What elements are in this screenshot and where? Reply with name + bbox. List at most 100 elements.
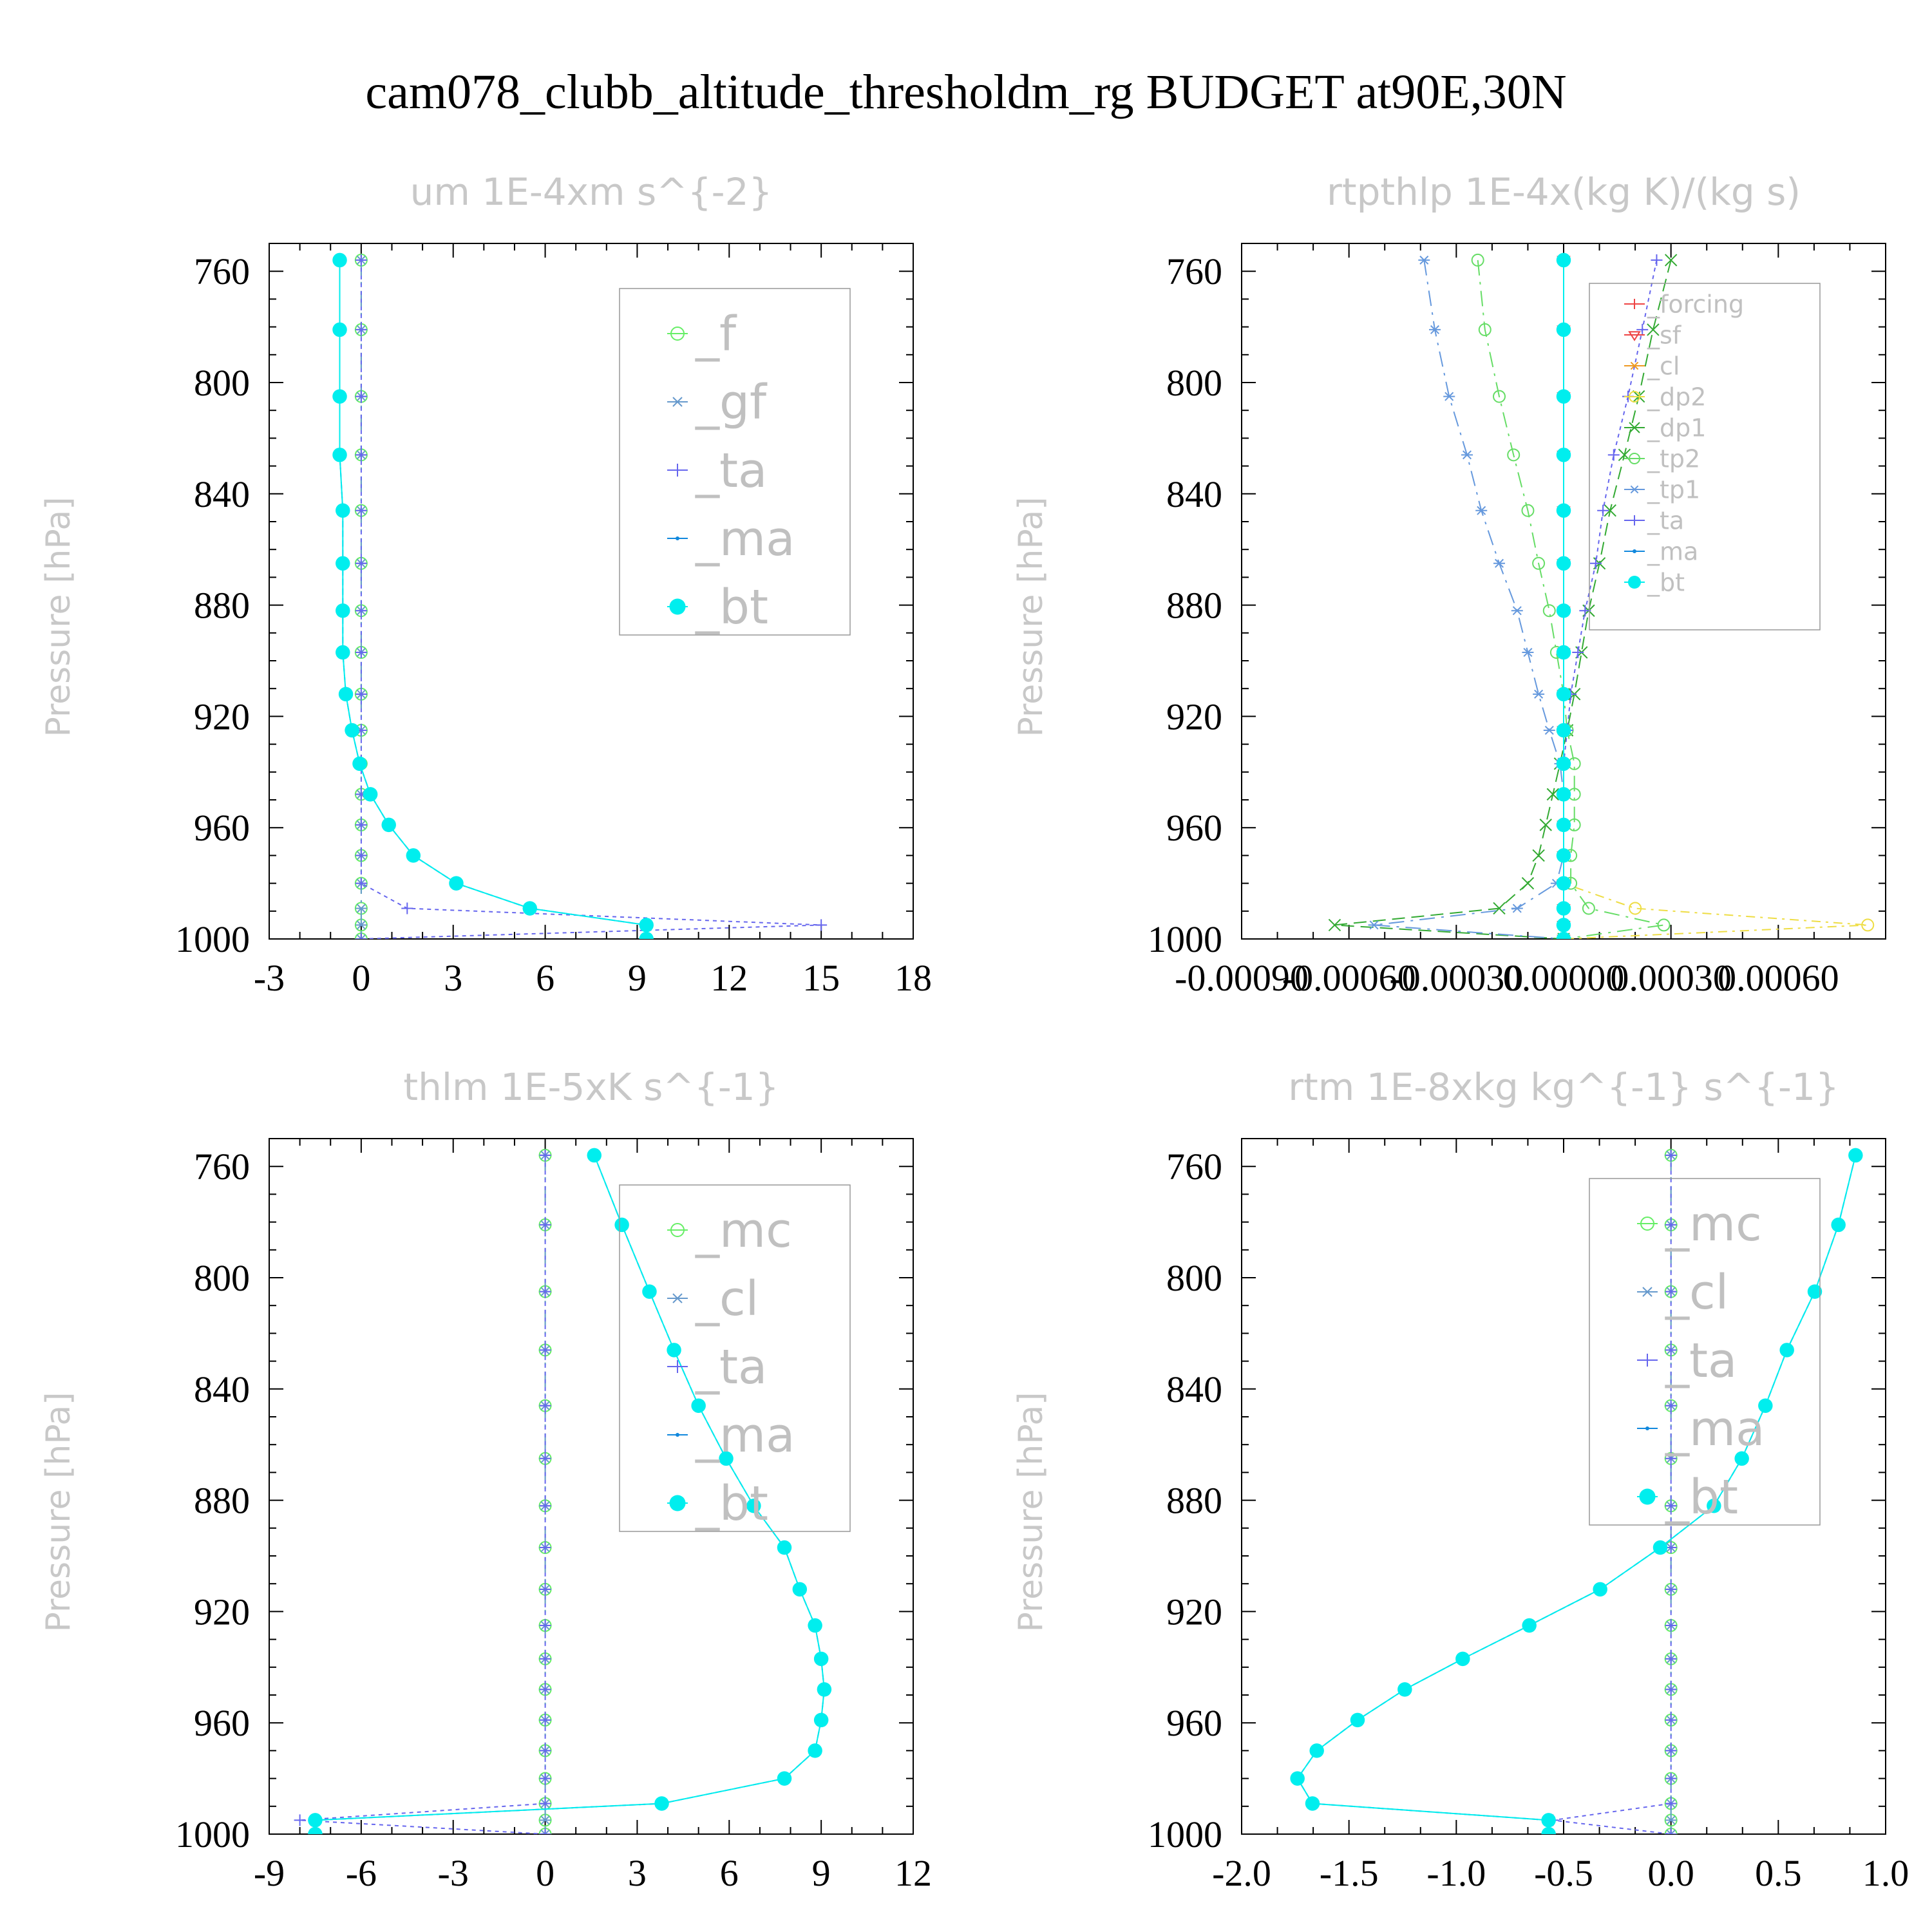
data-point-bt <box>332 252 347 268</box>
legend-marker <box>1645 1426 1649 1430</box>
data-point-tp1 <box>1511 606 1523 616</box>
y-axis-label: Pressure [hPa] <box>39 497 78 737</box>
data-point-bt <box>667 1343 681 1358</box>
x-tick-label: -1.5 <box>1320 1852 1379 1894</box>
x-tick-label: -0.00030 <box>1389 957 1523 999</box>
figure-title: cam078_clubb_altitude_thresholdm_rg BUDG… <box>365 65 1566 119</box>
y-tick-label: 1000 <box>1148 918 1222 960</box>
data-point-ta <box>539 1399 551 1412</box>
legend-label: _ta <box>1647 506 1684 535</box>
x-tick-label: -9 <box>254 1852 285 1894</box>
y-tick-label: 920 <box>1166 1591 1222 1633</box>
x-tick-label: 0.00030 <box>1610 957 1732 999</box>
data-point-bt <box>817 1682 832 1697</box>
data-point-ta <box>539 1218 551 1231</box>
data-point-bt <box>406 848 421 863</box>
legend-marker <box>676 1433 679 1437</box>
data-point-ta <box>539 1683 551 1696</box>
data-point-tp1 <box>1522 648 1534 658</box>
legend-label: _mc <box>1665 1197 1762 1252</box>
data-point-ta <box>539 1344 551 1356</box>
y-tick-label: 760 <box>1166 1146 1222 1188</box>
data-point-cl <box>1665 1815 1677 1825</box>
legend-marker <box>1629 361 1640 370</box>
x-tick-label: -3 <box>254 957 285 999</box>
data-point-bt <box>719 1451 734 1466</box>
data-point-tp1 <box>1461 450 1473 460</box>
data-point-ta <box>294 1814 306 1826</box>
data-point-ta <box>1590 557 1602 569</box>
y-tick-label: 960 <box>194 1702 250 1744</box>
x-tick-label: -3 <box>438 1852 469 1894</box>
data-point-dp2 <box>1861 918 1875 932</box>
data-point-bt <box>1556 448 1571 462</box>
data-point-bt <box>813 1651 829 1667</box>
series-group <box>332 252 828 939</box>
legend-label: _ta <box>695 1340 767 1395</box>
data-point-bt <box>639 918 654 933</box>
data-point-tp2 <box>1507 448 1520 462</box>
x-tick-label: 0.5 <box>1755 1852 1802 1894</box>
x-tick-label: -6 <box>346 1852 377 1894</box>
y-axis-label: Pressure [hPa] <box>1012 1392 1050 1633</box>
legend-label: _bt <box>695 1476 768 1531</box>
data-point-bt <box>522 901 538 916</box>
data-point-tp2 <box>1521 504 1535 517</box>
data-point-ta <box>539 1620 551 1631</box>
legend-marker <box>1629 515 1640 526</box>
data-point-bt <box>1779 1343 1794 1358</box>
y-tick-label: 880 <box>194 585 250 627</box>
data-point-ta <box>1665 1683 1677 1696</box>
legend-marker <box>1633 549 1636 553</box>
legend-marker <box>1629 422 1640 433</box>
legend-box <box>619 288 851 636</box>
legend-label: _cl <box>695 1271 759 1327</box>
legend-marker <box>1640 1217 1654 1231</box>
data-point-ta <box>539 1452 551 1464</box>
data-point-bt <box>792 1582 808 1597</box>
data-point-tp1 <box>1418 255 1430 265</box>
chart-panel-1: um 1E-4xm s^{-2} Pressure [hPa] 760 800 840 8… <box>39 170 932 999</box>
legend-marker <box>1628 576 1641 589</box>
legend-label: _gf <box>695 375 768 430</box>
legend-marker <box>669 598 686 615</box>
series-line-bt <box>314 1155 825 1834</box>
legend-box <box>1589 283 1821 630</box>
series-line-bt <box>339 260 647 939</box>
data-point-ta <box>1665 1285 1677 1298</box>
data-point-dp1 <box>1664 254 1678 267</box>
data-point-bt <box>1758 1398 1773 1413</box>
x-tick-label: 0 <box>352 957 370 999</box>
data-point-ta <box>539 1745 551 1757</box>
x-tick-label: 12 <box>895 1852 932 1894</box>
series-line-tp2 <box>1477 260 1664 939</box>
data-point-ta <box>539 1285 551 1298</box>
data-point-bt <box>1556 918 1571 933</box>
data-point-cl <box>539 1815 551 1825</box>
series-line-ma <box>1296 1155 1857 1834</box>
data-point-cl <box>539 1829 551 1834</box>
data-point-bt <box>336 556 350 571</box>
data-point-bt <box>1556 787 1571 802</box>
data-point-bt <box>1556 603 1571 618</box>
data-point-bt <box>1350 1712 1365 1728</box>
data-point-dp1 <box>1521 876 1535 890</box>
y-tick-label: 800 <box>1166 362 1222 404</box>
data-point-tp2 <box>1478 323 1492 336</box>
data-point-ta <box>355 504 367 516</box>
data-point-bt <box>1556 687 1571 702</box>
plot-frame <box>269 243 914 940</box>
data-point-ta <box>1665 1218 1677 1231</box>
y-tick-label: 800 <box>194 1257 250 1299</box>
legend-marker <box>676 536 679 540</box>
legend-label: _cl <box>1665 1265 1728 1320</box>
legend-label: _ma <box>695 1408 795 1463</box>
data-point-ta <box>1597 504 1609 516</box>
data-point-dp1 <box>1647 323 1660 336</box>
data-point-bt <box>352 756 367 772</box>
y-tick-label: 1000 <box>175 1814 250 1855</box>
legend-marker <box>1629 299 1640 309</box>
data-point-bt <box>777 1540 792 1555</box>
data-point-bt <box>336 503 350 518</box>
data-point-dp1 <box>1539 819 1552 831</box>
